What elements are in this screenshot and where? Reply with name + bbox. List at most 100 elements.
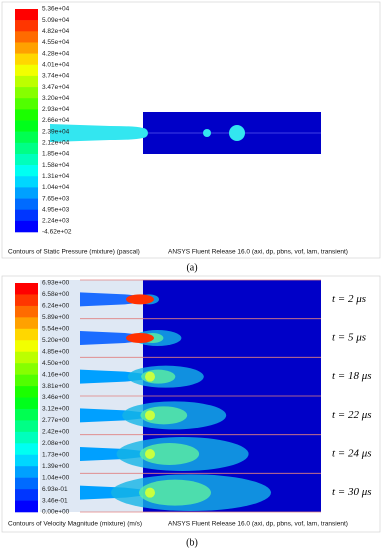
legend-label: 5.36e+04: [42, 6, 70, 13]
legend-label: 1.85e+04: [42, 151, 70, 158]
legend-label: 2.39e+04: [42, 128, 70, 135]
velocity-peak: [126, 333, 154, 343]
time-label: t = 2 μs: [332, 293, 366, 305]
legend-label: 1.04e+00: [42, 474, 70, 481]
time-label: t = 24 μs: [332, 448, 372, 460]
velocity-core: [139, 479, 211, 506]
footer-left: Contours of Velocity Magnitude (mixture)…: [8, 521, 142, 528]
footer-right: ANSYS Fluent Release 16.0 (axi, dp, pbns…: [168, 521, 348, 528]
legend-label: 1.73e+00: [42, 451, 70, 458]
domain: [143, 280, 321, 319]
color-band: [15, 109, 38, 121]
legend-label: 4.16e+00: [42, 371, 70, 378]
color-band: [15, 386, 38, 398]
legend-label: 2.93e+04: [42, 106, 70, 113]
color-band: [15, 165, 38, 177]
color-band: [15, 374, 38, 387]
velocity-peak: [145, 371, 155, 382]
legend-label: 6.24e+00: [42, 303, 70, 310]
caption: (a): [186, 262, 197, 273]
color-band: [15, 75, 38, 88]
legend-label: 7.65e+03: [42, 195, 70, 202]
color-band: [15, 42, 38, 54]
color-band: [15, 64, 38, 77]
color-band: [15, 477, 38, 490]
color-band: [15, 153, 38, 166]
time-label: t = 18 μs: [332, 370, 372, 382]
color-band: [15, 443, 38, 456]
color-band: [15, 9, 38, 21]
legend-label: 6.93e+00: [42, 280, 70, 287]
legend-label: 5.89e+00: [42, 314, 70, 321]
color-band: [15, 187, 38, 199]
legend-label: -4.62e+02: [42, 229, 72, 236]
color-band: [15, 131, 38, 144]
legend-label: 4.28e+04: [42, 50, 70, 57]
legend-label: 2.24e+03: [42, 218, 70, 225]
legend-label: 4.95e+03: [42, 206, 70, 213]
legend-label: 4.85e+00: [42, 348, 70, 355]
velocity-peak: [145, 487, 155, 498]
legend-label: 2.66e+04: [42, 117, 70, 124]
velocity-peak: [145, 449, 155, 459]
color-band: [15, 294, 38, 307]
color-band: [15, 198, 38, 210]
nozzle: [80, 292, 143, 307]
legend-label: 1.39e+00: [42, 463, 70, 470]
legend-label: 3.20e+04: [42, 95, 70, 102]
color-band: [15, 489, 38, 501]
legend-label: 6.93e-01: [42, 486, 68, 493]
color-band: [15, 176, 38, 188]
velocity-peak: [145, 410, 155, 421]
legend-label: 4.55e+04: [42, 39, 70, 46]
nozzle: [80, 369, 143, 384]
legend-label: 2.12e+04: [42, 140, 70, 147]
legend-label: 1.58e+04: [42, 162, 70, 169]
color-band: [15, 305, 38, 318]
nozzle-jet: [50, 124, 143, 142]
legend-label: 3.46e+00: [42, 394, 70, 401]
color-band: [15, 500, 38, 513]
legend-label: 1.31e+04: [42, 173, 70, 180]
legend-label: 3.47e+04: [42, 84, 70, 91]
legend-label: 3.74e+04: [42, 73, 70, 80]
color-band: [15, 53, 38, 66]
legend-label: 4.82e+04: [42, 28, 70, 35]
footer-right: ANSYS Fluent Release 16.0 (axi, dp, pbns…: [168, 249, 348, 256]
color-band: [15, 340, 38, 352]
color-band: [15, 363, 38, 375]
droplet: [203, 129, 211, 137]
legend-label: 0.00e+00: [42, 509, 70, 516]
legend-label: 2.08e+00: [42, 440, 70, 447]
color-band: [15, 431, 38, 444]
velocity-core: [139, 443, 200, 465]
color-band: [15, 98, 38, 110]
legend-a: 5.36e+04 5.09e+04 4.82e+04 4.55e+04 4.28e+04…: [15, 6, 72, 236]
color-band: [15, 466, 38, 478]
panel-a-frame: [1, 1, 381, 259]
legend-label: 6.58e+00: [42, 291, 70, 298]
legend-label: 3.12e+00: [42, 406, 70, 413]
color-band: [15, 20, 38, 32]
legend-label: 2.77e+00: [42, 417, 70, 424]
legend-label: 5.09e+04: [42, 17, 70, 24]
color-band: [15, 351, 38, 364]
legend-label: 2.42e+00: [42, 429, 70, 436]
footer-left: Contours of Static Pressure (mixture) (p…: [8, 249, 140, 256]
color-band: [15, 420, 38, 433]
color-band: [15, 408, 38, 421]
legend-label: 1.04e+04: [42, 184, 70, 191]
color-band: [15, 142, 38, 155]
color-band: [15, 397, 38, 410]
legend-label: 4.50e+00: [42, 360, 70, 367]
panel-a-domain: [50, 112, 321, 154]
droplet: [138, 128, 148, 138]
color-band: [15, 328, 38, 341]
legend-b: 6.93e+00 6.58e+00 6.24e+00 5.89e+00 5.54e+00…: [15, 280, 70, 516]
panel-b-frame: [1, 275, 381, 533]
legend-label: 5.20e+00: [42, 337, 70, 344]
color-band: [15, 209, 38, 222]
legend-label: 5.54e+00: [42, 326, 70, 333]
panel-b-domain: t = 2 μs t = 5 μs t = 18 μs t = 22 μs t = 24…: [40, 279, 372, 513]
